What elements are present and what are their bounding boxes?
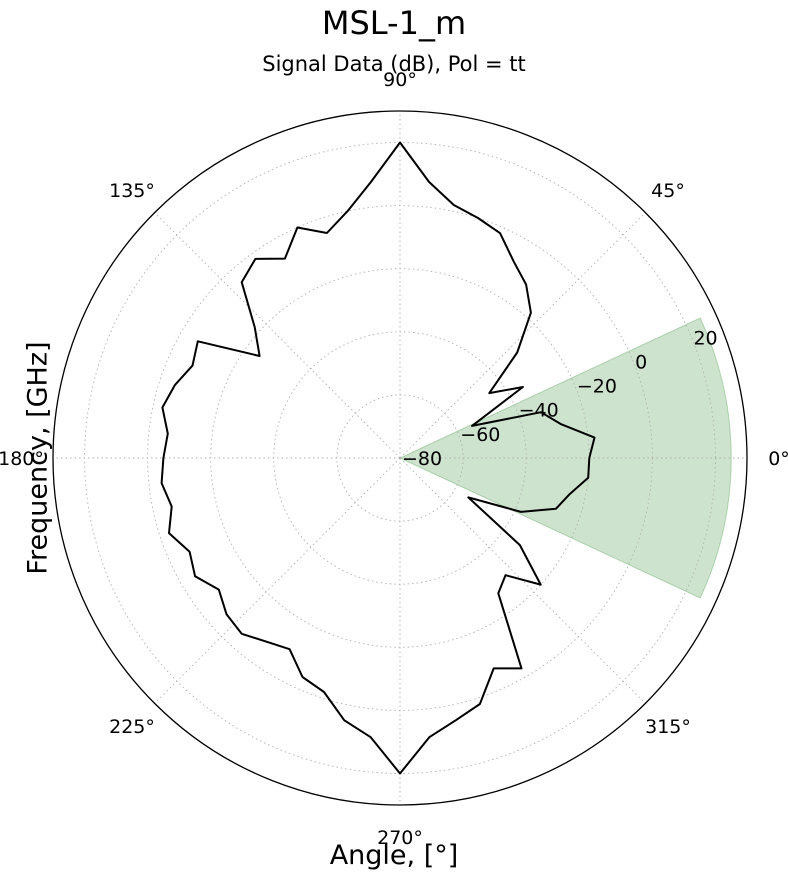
theta-tick-label: 315° — [645, 716, 691, 738]
theta-tick-label: 45° — [651, 180, 685, 202]
chart-subtitle: Signal Data (dB), Pol = tt — [262, 52, 526, 76]
series-line — [160, 141, 596, 775]
highlight-sector — [398, 317, 732, 599]
theta-tick-label: 135° — [109, 180, 155, 202]
theta-tick-label: 270° — [377, 827, 423, 849]
figure-title: MSL-1_m — [321, 4, 467, 42]
theta-grid-line — [399, 212, 646, 459]
theta-grid-line — [154, 457, 401, 704]
tick-label-layer: 0° 45° 90° 135° 180° 225° 270° 315° −80 −60 −40 −20… — [0, 69, 788, 849]
x-axis-label: Angle, [°] — [329, 840, 459, 871]
theta-grid-line — [399, 457, 646, 704]
theta-tick-label: 225° — [109, 716, 155, 738]
r-tick-label: −60 — [460, 424, 500, 446]
r-tick-label: 0 — [635, 351, 647, 373]
highlight-sector-layer — [398, 317, 732, 599]
r-tick-label: 20 — [693, 327, 717, 349]
polar-frame — [52, 110, 748, 806]
theta-tick-label: 0° — [768, 448, 788, 470]
theta-tick-label: 90° — [383, 69, 417, 91]
r-tick-label: −20 — [577, 376, 617, 398]
r-tick-label: −40 — [519, 400, 559, 422]
theta-grid-line — [154, 212, 401, 459]
r-tick-label: −80 — [402, 448, 442, 470]
series-layer — [160, 141, 596, 775]
y-axis-label: Frequency, [GHz] — [22, 341, 54, 575]
theta-tick-label: 180° — [0, 448, 44, 470]
